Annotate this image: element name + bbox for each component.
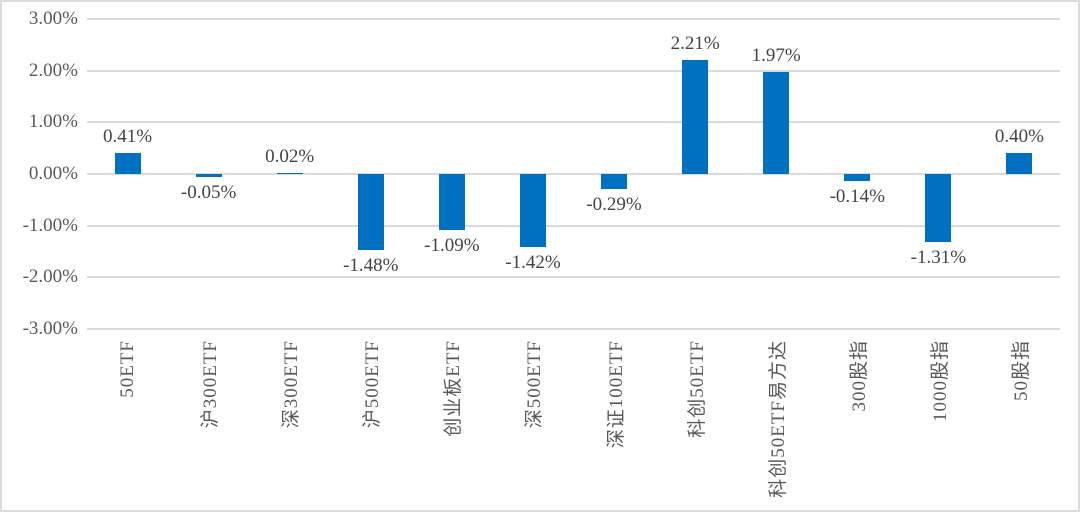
bar-50股指 xyxy=(1006,153,1033,174)
x-category-label: 科创50ETF易方达 xyxy=(767,340,789,498)
bar-50ETF xyxy=(114,152,141,174)
y-axis-tick-label: 3.00% xyxy=(28,8,78,29)
x-category-cell: 科创50ETF xyxy=(655,340,736,438)
x-category-cell: 沪300ETF xyxy=(168,340,249,428)
x-category-cell: 50ETF xyxy=(87,340,168,398)
y-axis-tick-label: 2.00% xyxy=(28,59,78,81)
bar-value-label: -1.09% xyxy=(424,235,480,257)
x-category-label: 50ETF xyxy=(116,340,138,398)
gridline xyxy=(87,18,1060,20)
gridline xyxy=(87,276,1060,279)
x-category-cell: 300股指 xyxy=(817,340,898,412)
bar-value-label: 0.40% xyxy=(994,126,1044,148)
bar-沪300ETF xyxy=(195,174,222,177)
x-category-label: 沪300ETF xyxy=(200,340,222,429)
x-category-cell: 深300ETF xyxy=(249,340,330,428)
y-axis-tick-label: 0.00% xyxy=(28,163,78,184)
x-category-label: 深证100ETF xyxy=(605,340,627,449)
x-category-label: 1000股指 xyxy=(929,340,951,423)
x-category-cell: 深证100ETF xyxy=(573,340,654,448)
x-category-label: 创业板ETF xyxy=(443,340,465,437)
gridline xyxy=(87,121,1060,124)
bar-300股指 xyxy=(844,174,871,182)
bar-科创50ETF xyxy=(682,59,709,174)
x-category-cell: 科创50ETF易方达 xyxy=(736,340,817,498)
x-category-label: 科创50ETF xyxy=(686,340,708,438)
bar-value-label: 2.21% xyxy=(670,32,720,54)
bar-深500ETF xyxy=(519,174,546,248)
bar-value-label: 1.97% xyxy=(751,45,801,67)
gridline xyxy=(87,69,1060,72)
x-category-cell: 创业板ETF xyxy=(411,340,492,437)
bar-value-label: -0.05% xyxy=(180,181,237,203)
bar-value-label: -0.14% xyxy=(829,186,885,208)
y-axis-tick-label: -3.00% xyxy=(22,318,78,339)
x-category-cell: 1000股指 xyxy=(898,340,979,422)
bar-value-label: -1.48% xyxy=(343,255,399,277)
bar-深300ETF xyxy=(276,172,303,174)
x-category-label: 50股指 xyxy=(1010,340,1032,402)
gridline xyxy=(87,328,1060,330)
bar-1000股指 xyxy=(925,174,952,242)
y-axis-tick-label: -1.00% xyxy=(22,214,78,236)
bar-深证100ETF xyxy=(601,174,628,189)
x-category-label: 沪500ETF xyxy=(362,340,384,429)
bar-value-label: -0.29% xyxy=(586,193,642,215)
x-category-cell: 沪500ETF xyxy=(330,340,411,428)
gridline xyxy=(87,173,1060,175)
y-axis-tick-label: -2.00% xyxy=(22,266,78,288)
x-axis: 50ETF 沪300ETF 深300ETF 沪500ETF 创业板ETF 深500ETF 深… xyxy=(87,340,1060,512)
bar-沪500ETF xyxy=(357,174,384,251)
gridline xyxy=(87,224,1060,227)
y-axis-tick-label: 1.00% xyxy=(28,111,78,133)
x-category-label: 深500ETF xyxy=(524,340,546,429)
x-category-cell: 50股指 xyxy=(979,340,1060,401)
bar-创业板ETF xyxy=(438,174,465,231)
bar-科创50ETF易方达 xyxy=(763,72,790,174)
bar-value-label: 0.41% xyxy=(102,125,153,147)
bar-value-label: 0.02% xyxy=(265,145,315,167)
x-category-label: 深300ETF xyxy=(281,340,303,429)
bar-value-label: -1.42% xyxy=(505,252,561,274)
bar-value-label: -1.31% xyxy=(910,246,967,268)
x-category-label: 300股指 xyxy=(848,340,870,412)
x-category-cell: 深500ETF xyxy=(492,340,573,428)
